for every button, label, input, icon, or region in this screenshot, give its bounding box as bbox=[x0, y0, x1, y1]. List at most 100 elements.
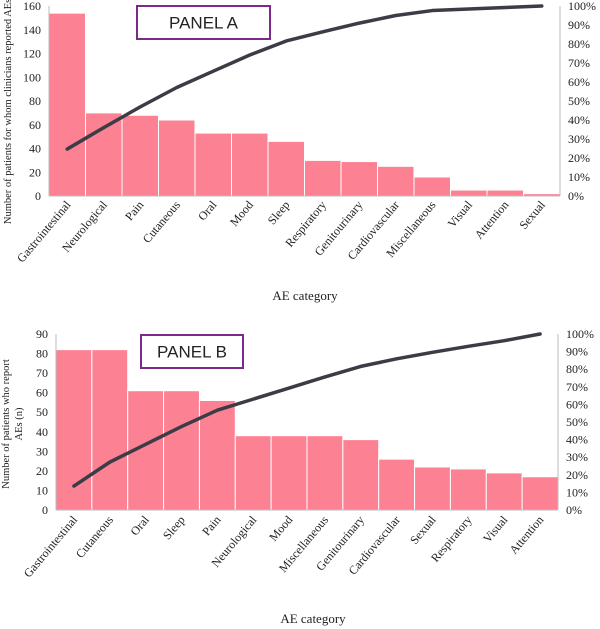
panel-a-cumulative-percent-line bbox=[65, 4, 544, 151]
panel-b-y2-tick-label: 70% bbox=[566, 380, 588, 394]
panel-a-x-tick-label: Sexual bbox=[516, 197, 548, 232]
panel-b-bar-neurological bbox=[234, 435, 272, 511]
panel-a-bar-cutaneous bbox=[158, 119, 196, 197]
panel-a-bar-neurological bbox=[85, 112, 123, 197]
panel-b-x-tick-label: Cutaneous bbox=[73, 513, 117, 561]
panel-b-x-axis-title: AE category bbox=[280, 611, 346, 626]
panel-a-y2-tick-label: 20% bbox=[568, 151, 590, 165]
panel-b-y2-tick-label: 20% bbox=[566, 468, 588, 482]
panel-a-bar-respiratory bbox=[304, 159, 342, 197]
panel-a-x-tick-label: Pain bbox=[122, 198, 146, 223]
panel-b-y2-tick-label: 10% bbox=[566, 485, 588, 499]
panel-a-bar-miscellaneous bbox=[413, 176, 451, 197]
panel-b-y-tick-label: 30 bbox=[36, 444, 48, 458]
panel-a-y-tick-label: 60 bbox=[29, 118, 41, 132]
panel-b-bar-sexual bbox=[414, 466, 451, 511]
panel-b-bar-miscellaneous bbox=[306, 435, 344, 511]
panel-a-y-tick-label: 20 bbox=[29, 165, 41, 179]
panel-b-bar-sleep bbox=[163, 390, 200, 511]
panel-a-y-tick-label: 40 bbox=[29, 142, 41, 156]
panel-a-label: PANEL A bbox=[169, 14, 239, 33]
panel-b-bars bbox=[55, 349, 559, 511]
panel-b-y-tick-label: 40 bbox=[36, 425, 48, 439]
panel-b-y2-ticks: 0% 10% 20% 30% 40% 50% 60% 70% 80% 90% 100% bbox=[566, 327, 594, 517]
panel-b-y2-tick-label: 30% bbox=[566, 450, 588, 464]
panel-a-bar-visual bbox=[450, 189, 488, 197]
panel-b-y-axis-title-line1: Number of patients who report bbox=[1, 359, 12, 489]
panel-a-y-tick-label: 140 bbox=[23, 23, 41, 37]
panel-b-x-tick-label: Pain bbox=[199, 513, 223, 538]
panel-b-axes bbox=[55, 334, 559, 511]
panel-a-y2-tick-label: 90% bbox=[568, 18, 590, 32]
panel-b-y2-tick-label: 100% bbox=[566, 327, 594, 341]
panel-a-bar-mood bbox=[231, 132, 269, 197]
panel-a-y2-tick-label: 100% bbox=[568, 0, 596, 13]
panel-a-y-tick-label: 160 bbox=[23, 0, 41, 13]
panel-b-x-tick-label: Gastrointestinal bbox=[21, 512, 81, 580]
panel-b-bar-attention bbox=[521, 476, 559, 511]
panel-b-y2-tick-label: 60% bbox=[566, 397, 588, 411]
panel-b-y2-tick-label: 90% bbox=[566, 345, 588, 359]
panel-b-x-tick-label: Oral bbox=[128, 512, 153, 538]
panel-b-x-tick-label: Attention bbox=[507, 513, 547, 557]
panel-b-bar-gastrointestinal bbox=[55, 349, 93, 511]
panel-a-y-tick-label: 80 bbox=[29, 94, 41, 108]
panel-a-y2-tick-label: 70% bbox=[568, 56, 590, 70]
panel-a-y2-tick-label: 50% bbox=[568, 94, 590, 108]
panel-a-x-tick-label: Visual bbox=[445, 197, 476, 230]
panel-a-bar-genitourinary bbox=[340, 161, 378, 197]
panel-a-bar-oral bbox=[194, 132, 232, 197]
panel-a-y2-tick-label: 80% bbox=[568, 37, 590, 51]
panel-b-y2-tick-label: 0% bbox=[566, 503, 582, 517]
panel-b-y-tick-label: 70 bbox=[36, 366, 48, 380]
panel-a-bars bbox=[48, 12, 561, 197]
panel-b-x-tick-label: Sleep bbox=[160, 513, 188, 542]
panel-b-y-tick-label: 60 bbox=[36, 386, 48, 400]
panel-a-bar-attention bbox=[486, 189, 524, 197]
panel-b-y-tick-label: 20 bbox=[36, 464, 48, 478]
panel-b-y-ticks: 0 10 20 30 40 50 60 70 80 90 bbox=[36, 327, 48, 517]
panel-a-x-axis-title: AE category bbox=[272, 288, 338, 303]
panel-b-bar-visual bbox=[485, 472, 523, 511]
panel-a-x-tick-label: Mood bbox=[227, 198, 256, 229]
panel-a-x-tick-label: Cutaneous bbox=[140, 198, 184, 246]
panel-a-y-tick-label: 120 bbox=[23, 47, 41, 61]
panel-b-cumulative-percent-line bbox=[72, 332, 542, 488]
panel-a-x-tick-label: Attention bbox=[472, 198, 512, 242]
panel-b-y-tick-label: 80 bbox=[36, 347, 48, 361]
panel-b-y2-tick-label: 80% bbox=[566, 362, 588, 376]
panel-b-label-box: PANEL B bbox=[140, 334, 244, 369]
panel-b-bar-respiratory bbox=[449, 468, 487, 511]
panel-a-y-ticks: 0 20 40 60 80 100 120 140 160 bbox=[23, 0, 41, 203]
panel-a-bar-gastrointestinal bbox=[48, 12, 86, 197]
panel-a-chart: 0 20 40 60 80 100 120 140 160 0% 10% 20% 30% 40% 50% 6… bbox=[3, 0, 596, 303]
panel-a-y2-tick-label: 60% bbox=[568, 75, 590, 89]
panel-a-label-box: PANEL A bbox=[136, 5, 271, 40]
panel-a-bar-sleep bbox=[267, 140, 305, 197]
panel-a-cumulative-line bbox=[65, 4, 544, 151]
panel-a-x-tick-label: Gastrointestinal bbox=[14, 197, 74, 265]
panel-b-y-tick-label: 10 bbox=[36, 483, 48, 497]
panel-a-axes bbox=[48, 6, 561, 197]
panel-a-bar-cardiovascular bbox=[377, 165, 415, 197]
panel-b-bar-genitourinary bbox=[342, 439, 380, 511]
panel-b-x-tick-label: Visual bbox=[480, 512, 511, 545]
panel-a-x-tick-label: Sleep bbox=[265, 198, 293, 227]
panel-b-chart: 0 10 20 30 40 50 60 70 80 90 0% 10% 20% 30% 40% 50% 60%… bbox=[1, 327, 594, 626]
panel-a-y2-tick-label: 0% bbox=[568, 189, 584, 203]
panel-b-y2-tick-label: 40% bbox=[566, 433, 588, 447]
panel-b-y-tick-label: 0 bbox=[42, 503, 48, 517]
panel-b-cumulative-line bbox=[72, 332, 542, 488]
panel-b-y2-tick-label: 50% bbox=[566, 415, 588, 429]
panel-b-y-tick-label: 90 bbox=[36, 327, 48, 341]
panel-b-bar-cutaneous bbox=[91, 349, 129, 511]
panel-b-x-tick-label: Sexual bbox=[407, 512, 439, 547]
panel-b-bar-cardiovascular bbox=[378, 458, 416, 511]
panel-a-y2-tick-label: 40% bbox=[568, 113, 590, 127]
panel-a-y2-tick-label: 10% bbox=[568, 170, 590, 184]
panel-a-y2-ticks: 0% 10% 20% 30% 40% 50% 60% 70% 80% 90% 100% bbox=[568, 0, 596, 203]
panel-a-y2-tick-label: 30% bbox=[568, 132, 590, 146]
